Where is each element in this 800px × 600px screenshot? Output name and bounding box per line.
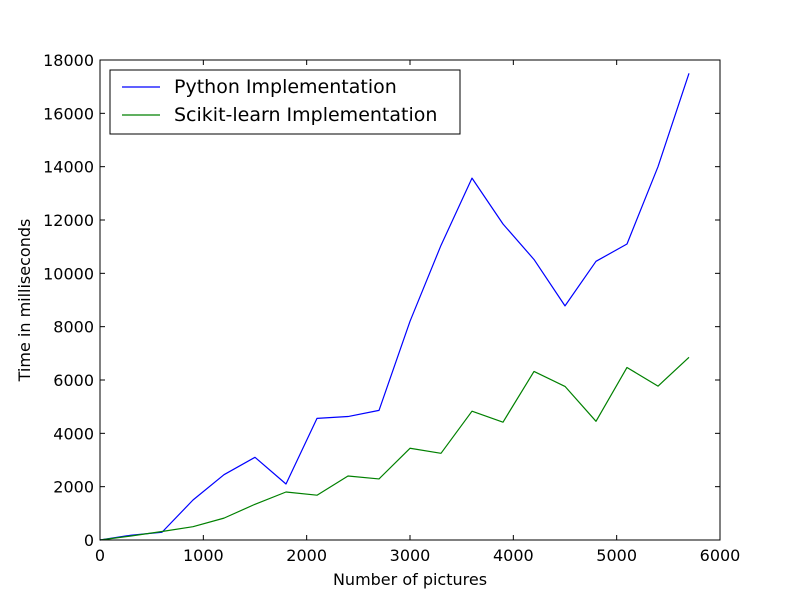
x-tick-label: 5000 xyxy=(596,546,637,565)
x-tick-label: 2000 xyxy=(286,546,327,565)
x-tick-label: 3000 xyxy=(390,546,431,565)
y-tick-label: 14000 xyxy=(43,158,94,177)
series-line-scikit xyxy=(99,356,690,541)
x-tick-label: 6000 xyxy=(700,546,741,565)
y-tick-label: 12000 xyxy=(43,211,94,230)
legend-label-python: Python Implementation xyxy=(174,76,397,98)
ticks-layer: 0 1000 2000 3000 4000 5000 6000 0 2000 4000 6000 80… xyxy=(43,51,740,565)
y-tick-label: 4000 xyxy=(53,424,94,443)
legend-box xyxy=(109,69,461,135)
x-tick-label: 4000 xyxy=(493,546,534,565)
legend: Python Implementation Scikit-learn Imple… xyxy=(109,69,461,135)
y-tick-label: 6000 xyxy=(53,371,94,390)
y-tick-label: 10000 xyxy=(43,264,94,283)
y-tick-label: 18000 xyxy=(43,51,94,70)
series-line-python xyxy=(99,73,690,541)
x-tick-label: 0 xyxy=(95,546,105,565)
y-tick-label: 16000 xyxy=(43,104,94,123)
legend-label-scikit: Scikit-learn Implementation xyxy=(174,104,437,126)
x-tick-label: 1000 xyxy=(183,546,224,565)
x-axis-label: Number of pictures xyxy=(333,570,487,589)
y-tick-label: 0 xyxy=(84,531,94,550)
series-layer xyxy=(99,73,690,541)
y-tick-label: 8000 xyxy=(53,318,94,337)
y-axis-label: Time in milliseconds xyxy=(15,219,34,383)
y-tick-label: 2000 xyxy=(53,478,94,497)
